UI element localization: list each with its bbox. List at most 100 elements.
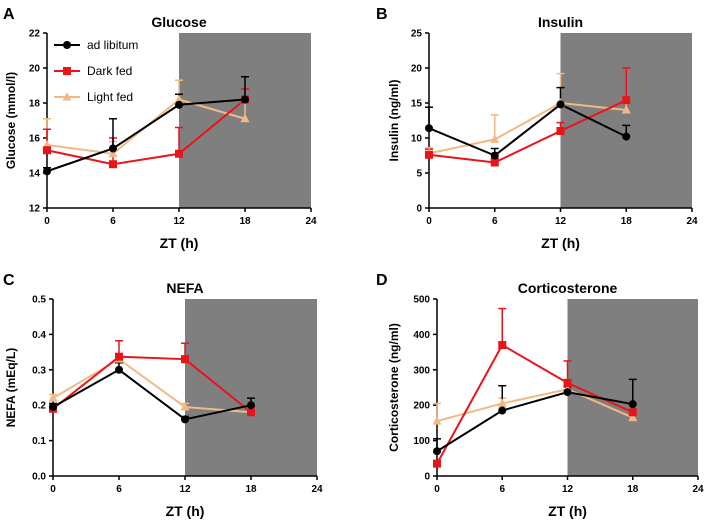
data-point-triangle (174, 94, 184, 103)
data-point-square (622, 96, 631, 105)
y-tick-label: 14 (29, 169, 41, 180)
x-tick-label: 12 (562, 484, 574, 495)
data-point-circle (563, 388, 572, 397)
y-axis-label: NEFA (mEq/L) (4, 348, 18, 428)
y-tick-label: 25 (411, 29, 423, 40)
series-line-circle (428, 103, 627, 157)
data-point-square (498, 341, 507, 350)
data-point-square (247, 408, 255, 417)
data-point-square (115, 352, 123, 361)
series-line-triangle (52, 357, 252, 414)
data-point-circle (247, 401, 255, 410)
panel-letter: B (376, 6, 388, 23)
y-tick-label: 15 (411, 99, 423, 110)
x-tick-label: 6 (499, 484, 505, 495)
chart-title: NEFA (166, 280, 203, 296)
panel-a: 0 6 12 18 24 12 14 16 18 20 22 A Glucose ZT (h) Glucos… (3, 6, 317, 251)
series-line-triangle (428, 101, 627, 155)
data-point-triangle (490, 134, 500, 143)
data-point-circle (43, 167, 51, 176)
series-line-circle (52, 368, 252, 421)
data-point-triangle (240, 113, 250, 123)
data-point-circle (175, 100, 183, 109)
x-axis-label: ZT (h) (541, 235, 580, 251)
legend-label: ad libitum (87, 38, 138, 52)
panel-letter: C (3, 272, 15, 289)
y-tick-label: 0.4 (32, 330, 46, 341)
x-tick-label: 6 (110, 216, 116, 227)
data-point-circle (498, 406, 507, 415)
y-tick-label: 0.0 (32, 472, 46, 483)
x-axis-label: ZT (h) (166, 503, 205, 519)
x-tick-label: 18 (621, 216, 633, 227)
y-tick-label: 10 (411, 134, 423, 145)
dark-phase-shade (560, 33, 692, 208)
x-tick-label: 6 (492, 216, 498, 227)
x-tick-label: 24 (305, 216, 317, 227)
data-point-triangle (628, 412, 638, 422)
x-axis-label: ZT (h) (160, 235, 199, 251)
y-tick-label: 0 (424, 472, 430, 483)
y-axis-label: Insulin (ng/ml) (387, 80, 401, 162)
data-point-square (425, 150, 433, 159)
y-tick-label: 500 (413, 295, 430, 306)
y-tick-label: 300 (413, 365, 430, 376)
x-tick-label: 0 (434, 484, 440, 495)
legend-label: Dark fed (87, 64, 132, 78)
data-point-square (181, 355, 189, 364)
data-point-circle (109, 144, 117, 153)
y-tick-label: 5 (416, 169, 422, 180)
data-point-circle (241, 95, 249, 104)
data-point-square (490, 158, 499, 167)
series-line-circle (436, 391, 633, 453)
legend-marker-square (63, 67, 71, 75)
legend-label: Light fed (87, 90, 133, 104)
chart-title: Insulin (538, 14, 583, 30)
y-tick-label: 16 (29, 134, 41, 145)
legend-marker-triangle (62, 92, 72, 101)
x-tick-label: 18 (627, 484, 639, 495)
legend-marker-circle (63, 41, 71, 49)
data-point-triangle (108, 148, 118, 158)
data-point-circle (556, 100, 565, 109)
y-tick-label: 20 (411, 64, 423, 75)
x-axis-label: ZT (h) (548, 503, 587, 519)
data-point-circle (490, 151, 499, 160)
data-point-triangle (497, 398, 507, 407)
series-line-circle (46, 98, 246, 173)
series-line-square (46, 98, 246, 166)
data-point-circle (425, 124, 433, 133)
y-tick-label: 200 (413, 401, 430, 412)
series-line-square (52, 355, 252, 414)
data-point-circle (628, 400, 637, 409)
x-tick-label: 12 (173, 216, 185, 227)
y-tick-label: 20 (29, 64, 41, 75)
panel-letter: A (3, 6, 15, 23)
data-point-triangle (180, 401, 190, 411)
data-point-circle (622, 132, 631, 141)
dark-phase-shade (185, 299, 317, 476)
y-tick-label: 400 (413, 330, 430, 341)
y-tick-label: 22 (29, 29, 41, 40)
panel-c: 0 6 12 18 24 0.0 0.1 0.2 0.3 0.4 0.5 C NEFA ZT (h) NEF… (3, 272, 323, 519)
data-point-square (43, 146, 51, 155)
x-tick-label: 12 (555, 216, 567, 227)
chart-title: Corticosterone (518, 280, 618, 296)
y-tick-label: 100 (413, 436, 430, 447)
data-point-square (556, 127, 565, 135)
data-point-square (628, 408, 637, 417)
x-tick-label: 24 (311, 484, 323, 495)
data-point-triangle (621, 105, 631, 114)
y-tick-label: 0.1 (32, 436, 46, 447)
data-point-circle (181, 415, 189, 424)
data-point-circle (115, 365, 123, 374)
series-line-square (428, 99, 627, 164)
panel-d: 0 6 12 18 24 0 100 200 300 400 500 D Corticosterone Z… (376, 272, 704, 519)
y-tick-label: 12 (29, 204, 41, 215)
x-tick-label: 0 (44, 216, 50, 227)
data-point-square (563, 378, 572, 387)
y-tick-label: 0 (416, 204, 422, 215)
panel-b: 0 6 12 18 24 0 5 10 15 20 25 B Insulin ZT (h) Insulin … (376, 6, 698, 251)
data-point-square (175, 149, 183, 158)
